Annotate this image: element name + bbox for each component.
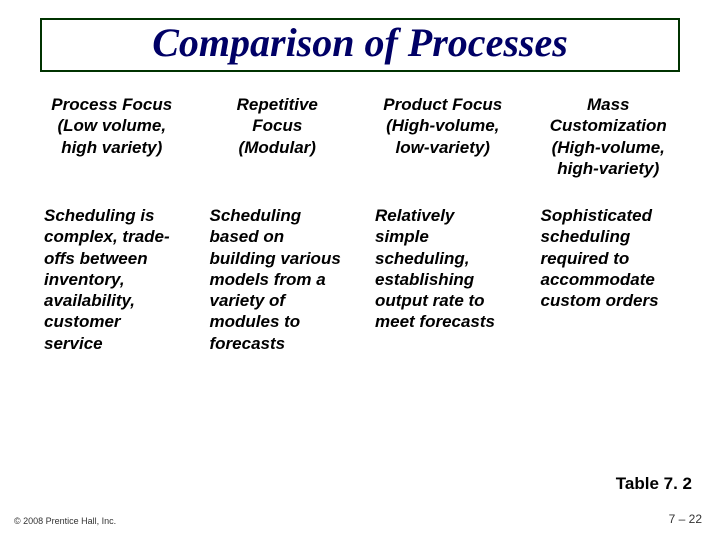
table-cell: Scheduling is complex, trade-offs betwee… [44,205,180,354]
column-header: Product Focus (High-volume, low-variety) [375,94,511,179]
column-subhead: (High-volume, high-variety) [541,137,677,180]
column-name: Mass Customization [541,94,677,137]
slide: Comparison of Processes Process Focus (L… [0,0,720,540]
column-subhead: (Low volume, high variety) [44,115,180,158]
column-header: Process Focus (Low volume, high variety) [44,94,180,179]
column-header: Repetitive Focus (Modular) [210,94,346,179]
table-label: Table 7. 2 [616,474,692,494]
column-name: Repetitive Focus [210,94,346,137]
page-number: 7 – 22 [669,512,702,526]
column-name: Process Focus [44,94,180,115]
title-box: Comparison of Processes [40,18,680,72]
table-cell: Relatively simple scheduling, establishi… [375,205,511,354]
column-subhead: (High-volume, low-variety) [375,115,511,158]
table-cell: Scheduling based on building various mod… [210,205,346,354]
table-cell: Sophisticated scheduling required to acc… [541,205,677,354]
column-subhead: (Modular) [210,137,346,158]
slide-title: Comparison of Processes [48,22,672,64]
column-name: Product Focus [375,94,511,115]
copyright: © 2008 Prentice Hall, Inc. [14,516,116,526]
comparison-table: Process Focus (Low volume, high variety)… [26,94,694,354]
column-header: Mass Customization (High-volume, high-va… [541,94,677,179]
